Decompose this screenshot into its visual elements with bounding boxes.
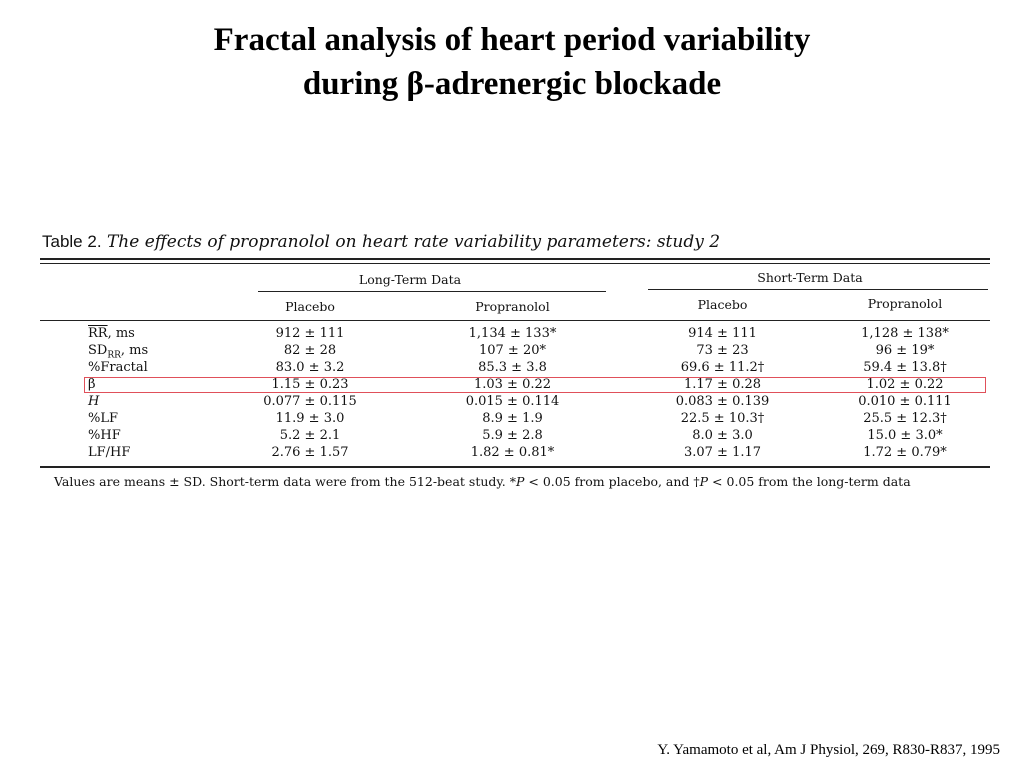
- table-row: %LF 11.9 ± 3.0 8.9 ± 1.9 22.5 ± 10.3† 25…: [40, 411, 990, 428]
- cell-st-placebo: 3.07 ± 1.17: [683, 445, 762, 460]
- row-label: β: [88, 377, 96, 392]
- citation: Y. Yamamoto et al, Am J Physiol, 269, R8…: [657, 742, 1000, 758]
- row-label: LF/HF: [88, 445, 131, 460]
- table-footnote: Values are means ± SD. Short-term data w…: [54, 474, 911, 489]
- table-row: SDRR, ms 82 ± 28 107 ± 20* 73 ± 23 96 ± …: [40, 343, 990, 361]
- beta-row-highlight: [84, 377, 986, 393]
- cell-st-placebo: 69.6 ± 11.2†: [680, 360, 765, 375]
- cell-lt-placebo: 11.9 ± 3.0: [275, 411, 345, 426]
- cell-lt-propranolol: 5.9 ± 2.8: [482, 428, 543, 443]
- cell-lt-propranolol: 0.015 ± 0.114: [465, 394, 560, 409]
- cell-lt-propranolol: 8.9 ± 1.9: [482, 411, 543, 426]
- row-label: %Fractal: [88, 360, 148, 375]
- group-rule-long-term: [258, 291, 606, 292]
- group-header-long-term: Long-Term Data: [358, 272, 462, 287]
- slide-title-line-2: during β-adrenergic blockade: [302, 66, 722, 102]
- cell-st-propranolol: 1.02 ± 0.22: [866, 377, 944, 392]
- cell-st-placebo: 1.17 ± 0.28: [683, 377, 762, 392]
- subheader-lt-placebo: Placebo: [285, 299, 335, 314]
- cell-lt-placebo: 1.15 ± 0.23: [271, 377, 349, 392]
- table-caption-text: The effects of propranolol on heart rate…: [106, 232, 721, 252]
- slide-title-line-1: Fractal analysis of heart period variabi…: [213, 22, 811, 58]
- cell-st-propranolol: 15.0 ± 3.0*: [867, 428, 943, 443]
- cell-lt-propranolol: 1.03 ± 0.22: [473, 377, 552, 392]
- group-rule-short-term: [648, 289, 988, 290]
- cell-st-propranolol: 25.5 ± 12.3†: [863, 411, 947, 426]
- table-top-rule: [40, 258, 990, 260]
- cell-st-propranolol: 96 ± 19*: [875, 343, 935, 358]
- cell-st-placebo: 73 ± 23: [696, 343, 749, 358]
- table-bottom-rule: [40, 466, 990, 468]
- cell-st-placebo: 0.083 ± 0.139: [675, 394, 770, 409]
- cell-st-propranolol: 1.72 ± 0.79*: [863, 445, 947, 460]
- cell-lt-propranolol: 1.82 ± 0.81*: [470, 445, 555, 460]
- slide-title: Fractal analysis of heart period variabi…: [0, 18, 1024, 106]
- subheader-lt-propranolol: Propranolol: [475, 299, 550, 314]
- cell-st-propranolol: 0.010 ± 0.111: [858, 394, 952, 409]
- table-row: RR, ms 912 ± 111 1,134 ± 133* 914 ± 111 …: [40, 326, 990, 343]
- cell-lt-placebo: 82 ± 28: [283, 343, 337, 358]
- table-row: %Fractal 83.0 ± 3.2 85.3 ± 3.8 69.6 ± 11…: [40, 360, 990, 377]
- cell-st-placebo: 22.5 ± 10.3†: [680, 411, 765, 426]
- table-row: H 0.077 ± 0.115 0.015 ± 0.114 0.083 ± 0.…: [40, 394, 990, 411]
- cell-lt-placebo: 5.2 ± 2.1: [279, 428, 341, 443]
- cell-st-propranolol: 1,128 ± 138*: [861, 326, 949, 341]
- cell-lt-placebo: 0.077 ± 0.115: [263, 394, 357, 409]
- cell-lt-propranolol: 1,134 ± 133*: [468, 326, 557, 341]
- cell-st-propranolol: 59.4 ± 13.8†: [863, 360, 947, 375]
- cell-st-placebo: 8.0 ± 3.0: [692, 428, 753, 443]
- row-label: %HF: [88, 428, 121, 443]
- cell-lt-placebo: 83.0 ± 3.2: [275, 360, 345, 375]
- cell-lt-placebo: 912 ± 111: [275, 326, 345, 341]
- row-label: RR, ms: [88, 326, 135, 341]
- subheader-st-propranolol: Propranolol: [867, 296, 943, 311]
- row-label: H: [88, 394, 100, 409]
- table-row: %HF 5.2 ± 2.1 5.9 ± 2.8 8.0 ± 3.0 15.0 ±…: [40, 428, 990, 445]
- table-caption-label: Table 2.: [42, 232, 102, 251]
- cell-lt-propranolol: 107 ± 20*: [478, 343, 546, 358]
- cell-st-placebo: 914 ± 111: [688, 326, 757, 341]
- cell-lt-placebo: 2.76 ± 1.57: [271, 445, 349, 460]
- subheader-st-placebo: Placebo: [697, 297, 748, 312]
- table-row: β 1.15 ± 0.23 1.03 ± 0.22 1.17 ± 0.28 1.…: [40, 377, 990, 394]
- row-label: %LF: [88, 411, 119, 426]
- row-label: SDRR, ms: [88, 343, 149, 361]
- table-caption: Table 2. The effects of propranolol on h…: [42, 232, 720, 252]
- table-top-rule-2: [40, 263, 990, 264]
- header-bottom-rule: [40, 320, 990, 321]
- table-row: LF/HF 2.76 ± 1.57 1.82 ± 0.81* 3.07 ± 1.…: [40, 445, 990, 462]
- cell-lt-propranolol: 85.3 ± 3.8: [478, 360, 547, 375]
- group-header-short-term: Short-Term Data: [757, 270, 863, 285]
